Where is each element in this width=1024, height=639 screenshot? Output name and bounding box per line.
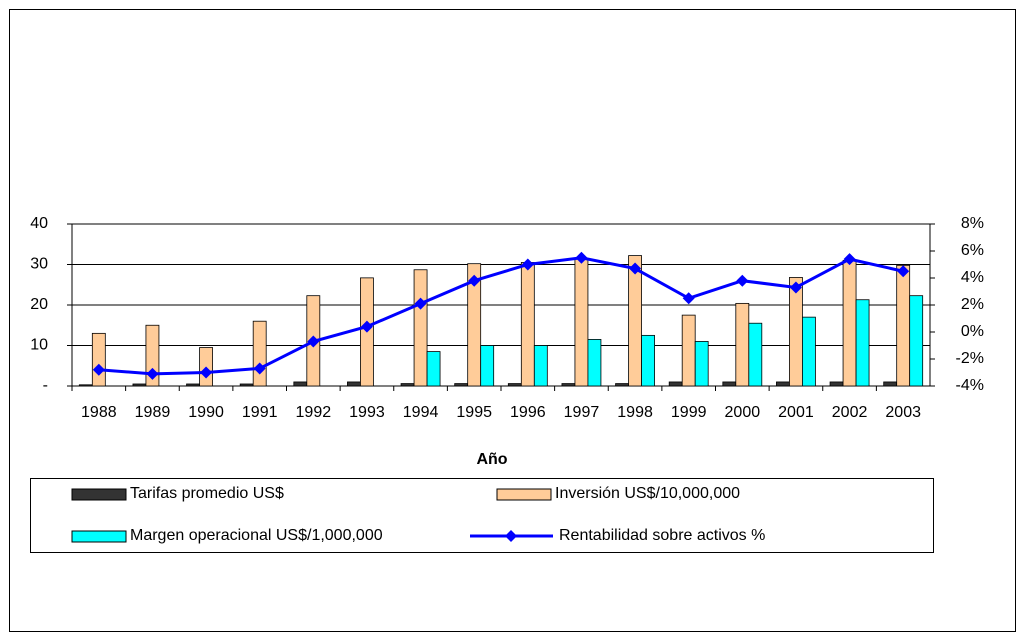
line-marker — [789, 281, 802, 294]
bar — [628, 255, 642, 387]
legend-label: Margen operacional US$/1,000,000 — [130, 527, 383, 544]
bar — [829, 381, 844, 387]
bar — [694, 341, 709, 387]
line-marker — [575, 251, 588, 264]
line-marker — [897, 265, 910, 278]
line-marker — [253, 362, 266, 375]
y2-tick-label: -2% — [956, 350, 984, 367]
y2-tick-label: 2% — [961, 296, 984, 313]
bar — [587, 339, 602, 387]
y-tick-label: 20 — [30, 296, 48, 313]
y-tick-label: 40 — [30, 215, 48, 232]
line-marker — [307, 335, 320, 348]
bar — [400, 383, 415, 387]
y2-tick-label: 0% — [961, 323, 984, 340]
bar — [681, 314, 696, 387]
x-tick-label: 1994 — [403, 404, 439, 421]
line-marker — [521, 258, 534, 271]
line-marker — [468, 274, 481, 287]
bar — [507, 383, 522, 387]
bar — [145, 324, 160, 387]
bar — [641, 334, 655, 387]
x-tick-label: 1989 — [135, 404, 171, 421]
x-tick-label: 2001 — [778, 404, 814, 421]
bar — [480, 345, 495, 387]
bar — [293, 381, 308, 387]
legend-label: Rentabilidad sobre activos % — [559, 527, 765, 544]
legend-swatch — [71, 488, 127, 501]
bar — [855, 299, 870, 387]
line-marker — [146, 367, 159, 380]
bar — [413, 269, 428, 387]
x-tick-label: 1997 — [564, 404, 600, 421]
x-tick-label: 1991 — [242, 404, 278, 421]
y2-tick-label: 4% — [961, 269, 984, 286]
bar — [748, 322, 763, 387]
x-tick-label: 1999 — [671, 404, 707, 421]
bar — [347, 381, 361, 387]
legend-marker — [505, 530, 517, 542]
y2-tick-label: -4% — [956, 377, 984, 394]
bar — [252, 320, 267, 387]
legend-label: Inversión US$/10,000,000 — [555, 485, 740, 502]
bar — [454, 383, 469, 387]
bar — [776, 381, 790, 387]
line-marker — [682, 292, 695, 305]
x-tick-label: 1998 — [617, 404, 653, 421]
bar — [883, 381, 898, 387]
bar — [239, 383, 254, 387]
x-tick-label: 1990 — [188, 404, 224, 421]
line-marker — [360, 320, 373, 333]
bar — [91, 332, 106, 387]
x-tick-label: 2000 — [725, 404, 761, 421]
y2-tick-label: 8% — [961, 215, 984, 232]
y-tick-label: - — [43, 377, 48, 394]
bar — [78, 384, 93, 387]
legend-label: Tarifas promedio US$ — [130, 485, 284, 502]
line-marker — [736, 274, 749, 287]
x-tick-label: 2003 — [885, 404, 921, 421]
line-marker — [843, 253, 856, 266]
bar — [426, 351, 441, 387]
x-tick-label: 1992 — [296, 404, 332, 421]
y-tick-label: 10 — [30, 337, 48, 354]
x-tick-label: 1988 — [81, 404, 117, 421]
x-tick-label: 1995 — [456, 404, 492, 421]
bar — [467, 263, 482, 387]
bar — [533, 345, 548, 387]
y-tick-label: 30 — [30, 256, 48, 273]
bar — [132, 383, 147, 387]
line-marker — [629, 262, 642, 275]
bar — [574, 258, 589, 387]
legend-box — [30, 478, 934, 553]
bar — [789, 277, 803, 387]
legend-swatch — [496, 488, 552, 501]
line-series — [98, 256, 904, 376]
line-marker — [92, 363, 105, 376]
y2-tick-label: 6% — [961, 242, 984, 259]
x-tick-label: 2002 — [832, 404, 868, 421]
bar — [735, 302, 750, 387]
legend-swatch — [71, 530, 127, 543]
line-marker — [200, 366, 213, 379]
line-marker — [414, 297, 427, 310]
bar — [802, 316, 816, 387]
bar — [520, 262, 535, 387]
x-axis-title: Año — [476, 451, 507, 468]
bar — [561, 383, 576, 387]
x-tick-label: 1993 — [349, 404, 385, 421]
bar — [722, 381, 737, 387]
bar — [615, 383, 629, 387]
bar — [186, 383, 200, 387]
bar — [668, 381, 683, 387]
bar — [842, 260, 857, 387]
bar — [896, 264, 911, 387]
x-tick-label: 1996 — [510, 404, 546, 421]
bar — [909, 295, 924, 387]
